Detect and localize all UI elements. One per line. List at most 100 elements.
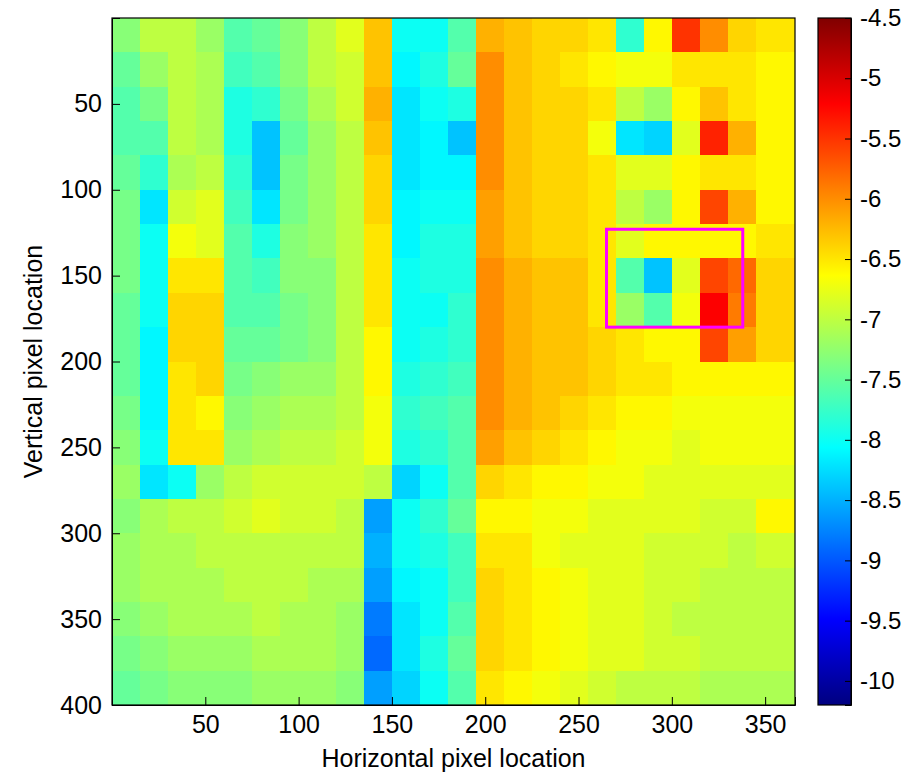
cell <box>672 121 701 156</box>
cell <box>588 87 617 122</box>
y-tick-mark <box>112 705 120 706</box>
cell <box>532 396 561 431</box>
cell <box>700 671 729 705</box>
cell <box>392 224 421 259</box>
cell <box>168 465 197 500</box>
cell <box>644 465 673 500</box>
cell <box>364 602 393 637</box>
cell <box>700 362 729 397</box>
cell <box>112 18 141 53</box>
cell <box>420 533 449 568</box>
cell <box>364 155 393 190</box>
cell <box>336 258 365 293</box>
cell <box>476 499 505 534</box>
x-tick-label: 200 <box>465 710 507 738</box>
cell <box>588 362 617 397</box>
x-tick-label: 300 <box>651 710 693 738</box>
cell <box>644 190 673 225</box>
cell <box>448 258 477 293</box>
cell <box>728 396 757 431</box>
colorbar-tick: -4.5 <box>845 4 901 31</box>
cell <box>252 465 281 500</box>
cell <box>588 602 617 637</box>
cell <box>756 671 795 705</box>
cell <box>252 396 281 431</box>
cell <box>140 224 169 259</box>
x-tick-label: 100 <box>278 710 320 738</box>
cell <box>504 430 533 465</box>
cell <box>420 362 449 397</box>
cell <box>644 430 673 465</box>
cell <box>672 396 701 431</box>
colorbar-tick-mark <box>845 139 851 140</box>
cell <box>672 190 701 225</box>
cell <box>196 396 225 431</box>
cell <box>112 671 141 705</box>
cell <box>280 465 309 500</box>
cell <box>280 430 309 465</box>
cell <box>728 362 757 397</box>
cell <box>476 465 505 500</box>
cell <box>224 52 253 87</box>
cell <box>140 155 169 190</box>
cell <box>532 52 561 87</box>
cell <box>756 18 795 53</box>
cell <box>700 87 729 122</box>
cell <box>728 568 757 603</box>
cell <box>728 430 757 465</box>
cell <box>672 327 701 362</box>
cell <box>280 87 309 122</box>
cell <box>308 533 337 568</box>
cell <box>504 18 533 53</box>
y-tick: 400 <box>60 691 120 719</box>
cell <box>336 121 365 156</box>
cell <box>560 568 589 603</box>
colorbar-tick: -9.5 <box>845 607 901 634</box>
cell <box>448 533 477 568</box>
x-tick-mark <box>392 697 393 705</box>
cell <box>728 18 757 53</box>
cell <box>420 258 449 293</box>
cell <box>336 499 365 534</box>
cell <box>588 636 617 671</box>
cell <box>560 533 589 568</box>
cell <box>728 636 757 671</box>
cell <box>224 155 253 190</box>
cell <box>476 671 505 705</box>
cell <box>392 499 421 534</box>
cell <box>700 636 729 671</box>
cell <box>168 636 197 671</box>
cell <box>728 533 757 568</box>
cell <box>308 499 337 534</box>
cell <box>308 293 337 328</box>
cell <box>588 430 617 465</box>
cell <box>392 465 421 500</box>
colorbar-tick-label: -4.5 <box>860 4 901 31</box>
cell <box>448 362 477 397</box>
cell <box>140 465 169 500</box>
colorbar-tick-label: -5 <box>860 64 881 91</box>
cell <box>756 52 795 87</box>
cell <box>588 327 617 362</box>
cell <box>392 636 421 671</box>
cell <box>616 430 645 465</box>
cell <box>224 87 253 122</box>
cell <box>112 121 141 156</box>
cell <box>616 671 645 705</box>
colorbar-tick-mark <box>845 621 851 622</box>
cell <box>196 224 225 259</box>
colorbar-tick: -7.5 <box>845 366 901 393</box>
cell <box>168 396 197 431</box>
cell <box>588 499 617 534</box>
cell <box>588 533 617 568</box>
cell <box>420 602 449 637</box>
cell <box>672 87 701 122</box>
cell <box>252 155 281 190</box>
cell <box>252 430 281 465</box>
cell <box>280 190 309 225</box>
cell <box>280 636 309 671</box>
cell <box>672 430 701 465</box>
cell <box>140 568 169 603</box>
cell <box>616 293 645 328</box>
cell <box>644 636 673 671</box>
